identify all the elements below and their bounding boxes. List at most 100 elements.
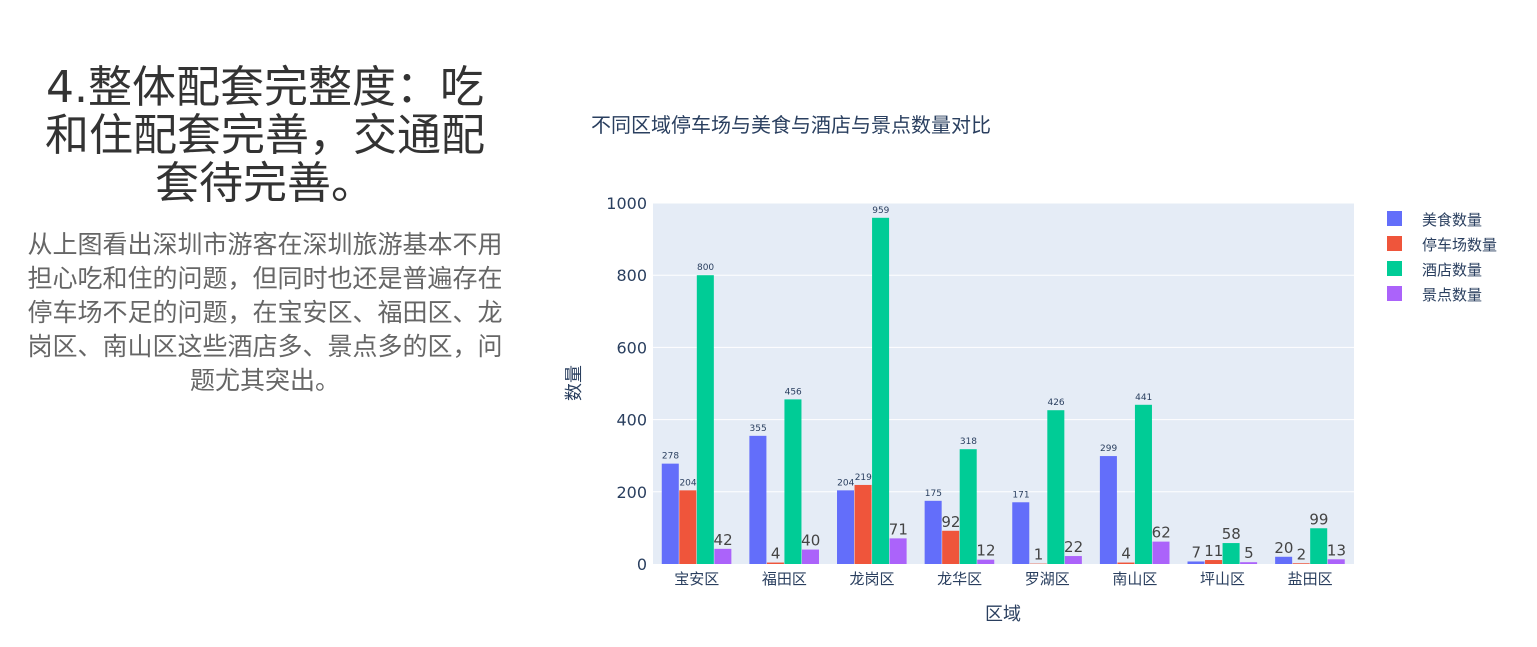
bar	[1134, 404, 1152, 564]
data-label: 2	[1297, 545, 1307, 563]
bar	[1222, 543, 1240, 564]
bar	[837, 490, 855, 564]
section-paragraph: 从上图看出深圳市游客在深圳旅游基本不用担心吃和住的问题，但同时也还是普遍存在停车…	[27, 230, 503, 395]
legend-swatch	[1387, 286, 1402, 301]
data-label: 959	[872, 206, 889, 216]
bar	[696, 275, 714, 564]
bar	[1275, 556, 1293, 564]
legend-item[interactable]: 停车场数量	[1387, 236, 1497, 254]
x-tick-labels: 宝安区 福田区 龙岗区 龙华区 罗湖区 南山区 坪山区 盐田区	[674, 570, 1332, 588]
data-label: 62	[1152, 524, 1171, 542]
legend-label: 停车场数量	[1422, 236, 1497, 254]
data-label: 355	[750, 424, 767, 434]
data-label: 71	[889, 520, 908, 538]
data-label: 5	[1244, 544, 1254, 562]
bar	[1064, 556, 1082, 564]
bar	[766, 562, 784, 564]
bar	[889, 538, 907, 564]
bar	[801, 549, 819, 564]
data-label: 42	[714, 531, 733, 549]
legend-label: 酒店数量	[1422, 261, 1482, 279]
plot-area	[653, 203, 1354, 564]
data-label: 7	[1192, 543, 1202, 561]
y-tick-label: 1000	[606, 194, 647, 213]
bar	[1310, 528, 1328, 564]
bar	[1187, 561, 1205, 564]
bar	[749, 435, 767, 564]
x-tick-label: 龙岗区	[850, 570, 895, 588]
bar	[1152, 541, 1170, 564]
data-label: 456	[785, 387, 802, 397]
data-label: 426	[1047, 398, 1064, 408]
bar	[977, 559, 995, 564]
bar	[679, 490, 697, 564]
y-tick-label: 200	[616, 483, 647, 502]
bar	[959, 449, 977, 564]
bar	[1047, 410, 1065, 564]
data-label: 204	[679, 478, 696, 488]
data-label: 11	[1204, 542, 1223, 560]
legend-swatch	[1387, 211, 1402, 226]
data-label: 800	[697, 263, 714, 273]
bar	[854, 484, 872, 564]
bars: 2782048004235544564020421995971175923181…	[661, 206, 1346, 564]
legend-item[interactable]: 景点数量	[1387, 286, 1482, 304]
y-tick-label: 400	[616, 411, 647, 430]
y-tick-label: 600	[616, 338, 647, 357]
section-heading: 4.整体配套完整度：吃和住配套完善，交通配套待完善。	[45, 62, 485, 209]
data-label: 13	[1327, 541, 1346, 559]
y-tick-label: 800	[616, 266, 647, 285]
data-label: 92	[941, 513, 960, 531]
bar	[1327, 559, 1345, 564]
gridlines	[653, 202, 1354, 493]
legend-item[interactable]: 美食数量	[1387, 211, 1482, 229]
data-label: 299	[1100, 444, 1117, 454]
bar	[924, 500, 942, 564]
data-label: 1	[1034, 546, 1044, 564]
bar	[872, 217, 890, 564]
x-tick-label: 宝安区	[674, 570, 719, 588]
x-tick-label: 坪山区	[1200, 570, 1245, 588]
x-tick-label: 福田区	[762, 570, 807, 588]
data-label: 318	[960, 437, 977, 447]
data-label: 204	[837, 478, 854, 488]
bar	[714, 548, 732, 564]
bar	[1205, 560, 1223, 564]
data-label: 4	[771, 545, 781, 563]
x-axis-label: 区域	[985, 604, 1021, 625]
x-tick-label: 龙华区	[937, 570, 982, 588]
data-label: 40	[801, 532, 820, 550]
legend-label: 美食数量	[1422, 211, 1482, 229]
chart-title: 不同区域停车场与美食与酒店与景点数量对比	[591, 113, 991, 137]
data-label: 219	[855, 473, 872, 483]
bar	[1292, 563, 1310, 564]
data-label: 278	[662, 452, 679, 462]
data-label: 171	[1012, 490, 1029, 500]
data-label: 22	[1064, 538, 1083, 556]
data-label: 4	[1121, 545, 1131, 563]
bar	[1099, 456, 1117, 564]
data-label: 58	[1222, 525, 1241, 543]
legend-swatch	[1387, 236, 1402, 251]
data-label: 12	[976, 542, 995, 560]
bar	[661, 463, 679, 564]
y-axis-label: 数量	[564, 365, 585, 401]
legend-item[interactable]: 酒店数量	[1387, 261, 1482, 279]
bar	[784, 399, 802, 564]
bar	[1117, 562, 1135, 564]
legend-label: 景点数量	[1422, 286, 1482, 304]
x-tick-label: 南山区	[1112, 570, 1157, 588]
legend-swatch	[1387, 261, 1402, 276]
y-tick-labels: 0 200 400 600 800 1000	[606, 194, 647, 574]
text-panel: 4.整体配套完整度：吃和住配套完善，交通配套待完善。 从上图看出深圳市游客在深圳…	[25, 64, 505, 398]
data-label: 175	[925, 489, 942, 499]
data-label: 20	[1274, 539, 1293, 557]
bar	[942, 530, 960, 564]
y-tick-label: 0	[637, 555, 647, 574]
bar	[1012, 502, 1030, 564]
bar	[1240, 562, 1258, 564]
x-tick-label: 盐田区	[1288, 570, 1333, 588]
x-tick-label: 罗湖区	[1025, 570, 1070, 588]
